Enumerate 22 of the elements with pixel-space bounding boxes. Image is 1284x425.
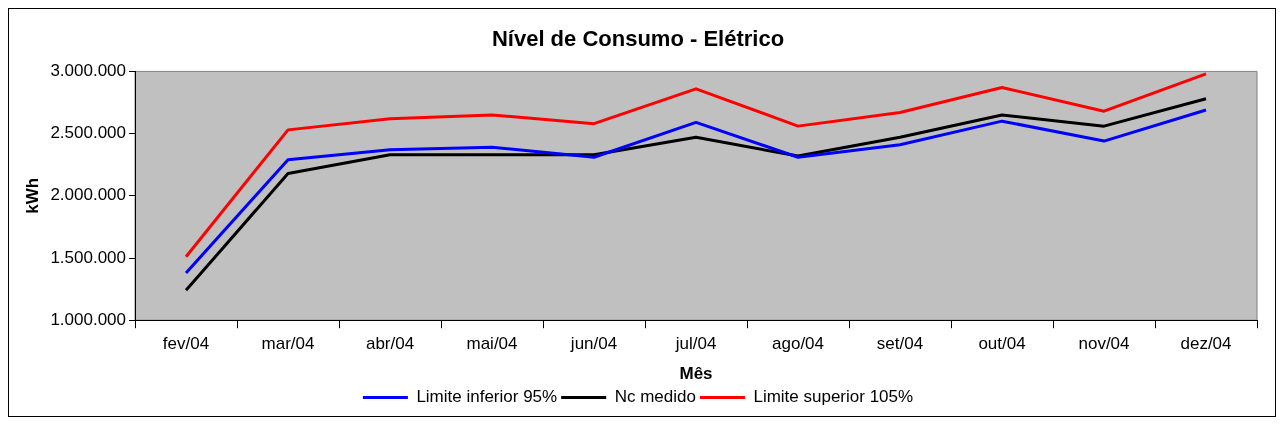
x-tick-label: jul/04: [674, 334, 717, 354]
x-tick-label: jun/04: [569, 334, 618, 354]
y-axis-title: kWh: [22, 177, 42, 214]
x-tick-label: set/04: [876, 334, 924, 354]
x-tick-label: mar/04: [261, 334, 315, 354]
x-tick-label: abr/04: [365, 334, 415, 354]
x-tick-label: dez/04: [1180, 334, 1232, 354]
x-tick-label: mai/04: [466, 334, 518, 354]
y-tick-label: 1.000.000: [50, 309, 127, 329]
legend-label: Limite superior 105%: [753, 387, 914, 407]
x-axis-title: Mês: [679, 364, 713, 384]
legend-label: Nc medido: [614, 387, 696, 407]
x-tick-label: ago/04: [772, 334, 825, 354]
y-tick-label: 2.500.000: [50, 123, 127, 143]
x-tick-label: fev/04: [162, 334, 210, 354]
y-tick-label: 3.000.000: [50, 61, 127, 81]
y-tick-label: 2.000.000: [50, 185, 127, 205]
y-tick-label: 1.500.000: [50, 247, 127, 267]
legend-label: Limite inferior 95%: [416, 387, 558, 407]
x-tick-label: nov/04: [1078, 334, 1130, 354]
chart-title: Nível de Consumo - Elétrico: [491, 26, 785, 52]
x-tick-label: out/04: [978, 334, 1026, 354]
